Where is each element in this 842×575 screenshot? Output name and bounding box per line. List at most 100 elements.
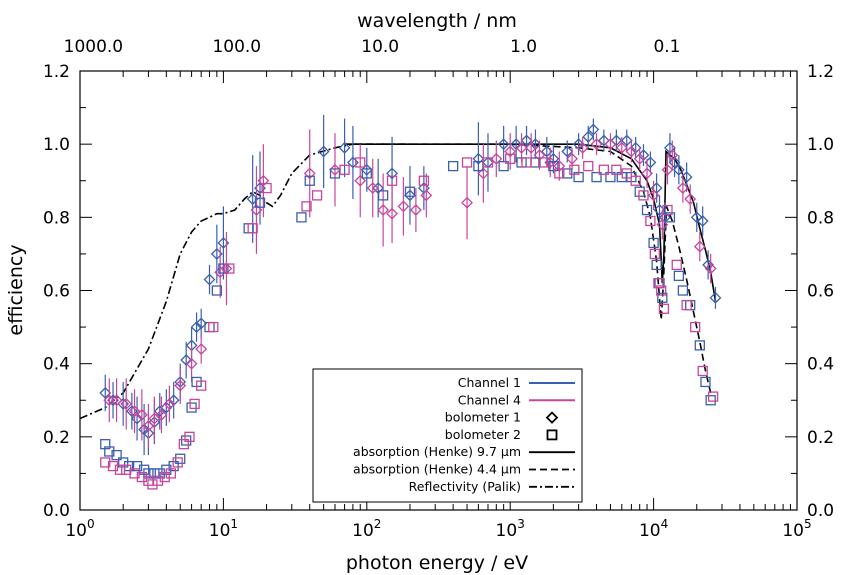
diamond-marker <box>250 204 263 216</box>
square-marker <box>147 479 158 490</box>
diamond-marker <box>461 196 473 209</box>
diamond-marker <box>190 321 203 334</box>
diamond-marker <box>185 357 198 370</box>
square-marker <box>386 175 398 186</box>
x-tick-label: 100 <box>65 517 94 541</box>
square-marker <box>447 160 459 172</box>
diamond-marker <box>477 167 490 180</box>
square-marker <box>247 223 258 234</box>
y-tick-label-right: 1.2 <box>807 62 834 82</box>
diamond-marker <box>661 163 674 176</box>
diamond-marker <box>99 387 112 399</box>
x-tick-label: 102 <box>352 517 381 541</box>
top-tick-label: 1000.0 <box>64 37 123 57</box>
top-axis-title: wavelength / nm <box>357 10 517 32</box>
square-marker <box>605 171 616 183</box>
square-marker <box>569 164 580 175</box>
square-marker <box>178 438 190 450</box>
diamond-marker <box>110 394 123 407</box>
square-marker <box>634 186 645 197</box>
top-tick-label: 0.1 <box>653 37 680 57</box>
diamond-marker <box>490 152 503 165</box>
square-marker <box>149 468 160 479</box>
square-marker <box>196 380 207 391</box>
square-marker <box>208 321 219 333</box>
diamond-marker <box>338 141 351 154</box>
diamond-marker <box>497 138 510 151</box>
diamond-marker <box>195 343 208 355</box>
diamond-marker <box>409 204 422 216</box>
square-marker <box>107 460 119 472</box>
diamond-marker <box>180 354 193 366</box>
square-marker <box>418 175 430 186</box>
x-tick-label: 105 <box>782 517 811 541</box>
diamond-marker <box>690 211 703 224</box>
diamond-marker <box>420 189 433 202</box>
square-marker <box>261 182 272 194</box>
square-marker <box>662 204 673 216</box>
square-marker <box>656 285 667 296</box>
square-marker <box>664 212 676 223</box>
y-axis-title: efficiency <box>5 244 27 335</box>
square-marker <box>111 449 122 461</box>
y-tick-label: 1.2 <box>43 62 70 82</box>
square-marker <box>538 157 549 168</box>
diamond-marker <box>597 134 610 147</box>
diamond-marker <box>163 397 176 410</box>
diamond-marker <box>386 167 398 180</box>
legend-label: Channel 4 <box>458 392 521 407</box>
y-tick-label: 0.0 <box>43 501 70 521</box>
y-tick-label-right: 0.6 <box>807 282 834 302</box>
square-marker <box>175 453 186 464</box>
diamond-marker <box>366 182 379 194</box>
square-marker <box>254 197 266 208</box>
square-marker <box>548 160 559 172</box>
square-marker <box>311 190 323 201</box>
square-marker <box>404 186 416 197</box>
square-marker <box>521 157 532 168</box>
diamond-marker <box>520 134 533 147</box>
diamond-marker <box>656 218 669 231</box>
square-marker <box>671 259 682 271</box>
diamond-marker <box>561 145 574 158</box>
y-tick-label: 0.2 <box>43 428 70 448</box>
square-marker <box>657 292 668 303</box>
y-tick-label: 0.4 <box>43 355 70 375</box>
square-marker <box>121 464 132 475</box>
square-marker <box>224 263 235 274</box>
square-marker <box>621 168 632 179</box>
y-tick-label-right: 0.2 <box>807 428 834 448</box>
diamond-marker <box>696 215 709 227</box>
ticks: 100 101 102 103 104 105 1000.0 100.0 10.0 1.0 0.1 0… <box>43 37 834 541</box>
diamond-marker <box>354 174 367 187</box>
diamond-marker <box>666 149 679 162</box>
diamond-marker <box>135 408 148 421</box>
y-tick-label-right: 0.8 <box>807 208 834 228</box>
y-tick-label-right: 1.0 <box>807 135 834 155</box>
diamond-marker <box>397 200 410 213</box>
diamond-marker <box>386 207 398 220</box>
diamond-marker <box>582 130 595 143</box>
diamond-marker <box>620 134 633 147</box>
square-marker <box>152 475 164 486</box>
diamond-marker <box>590 138 603 151</box>
diamond-marker <box>510 138 523 151</box>
square-marker <box>377 190 389 201</box>
square-marker <box>673 270 685 282</box>
y-tick-label-right: 0.0 <box>807 501 834 521</box>
square-marker <box>136 471 148 483</box>
diamond-marker <box>360 163 373 176</box>
square-marker <box>598 164 610 175</box>
square-marker <box>482 157 494 168</box>
curve-dashdot <box>79 143 410 420</box>
square-marker <box>697 365 708 377</box>
square-marker <box>186 402 197 413</box>
square-marker <box>361 168 372 179</box>
diamond-marker <box>684 193 697 205</box>
square-marker <box>651 259 662 271</box>
legend-swatch-diamond <box>545 411 559 424</box>
diamond-marker <box>131 412 143 425</box>
square-marker <box>355 157 366 168</box>
square-marker <box>562 168 573 179</box>
